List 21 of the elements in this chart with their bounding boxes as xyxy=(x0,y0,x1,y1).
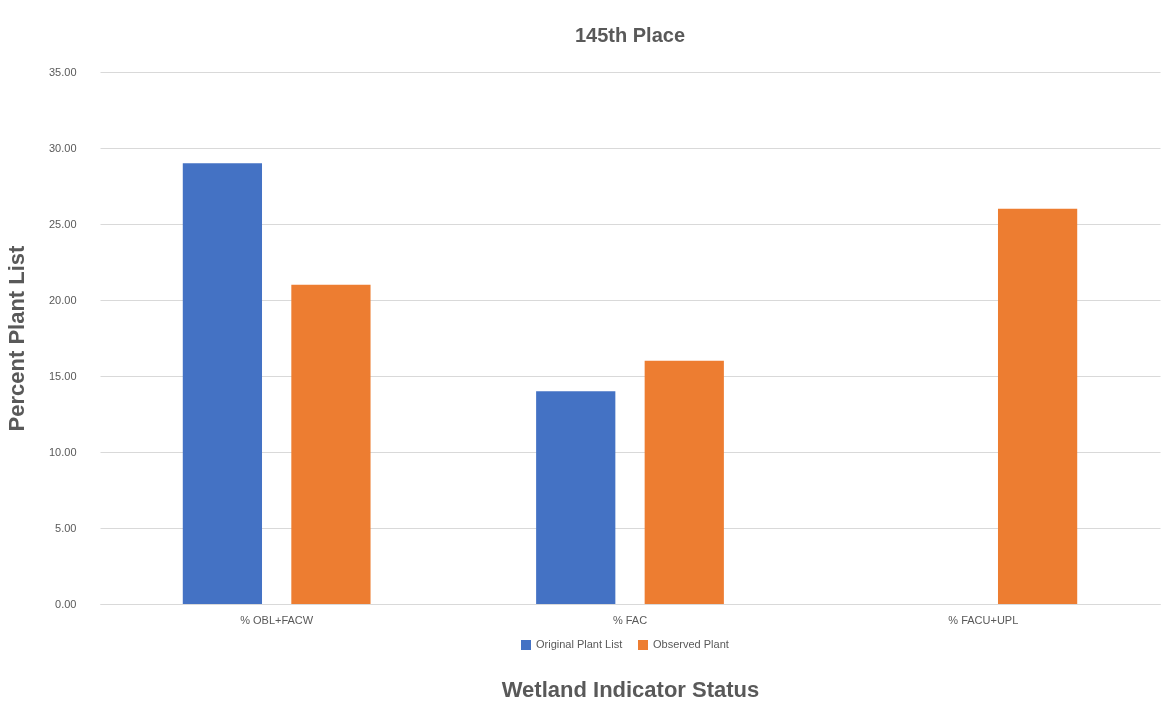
x-tick-label: % OBL+FACW xyxy=(240,613,314,626)
bar xyxy=(997,208,1078,604)
x-tick-label: % FACU+UPL xyxy=(948,613,1019,626)
bar xyxy=(536,391,616,604)
y-tick-label: 5.00 xyxy=(55,521,77,534)
legend-label: Observed Plant xyxy=(653,638,729,650)
bar xyxy=(644,360,724,604)
y-tick-label: 30.00 xyxy=(48,141,77,154)
y-tick-label: 0.00 xyxy=(55,597,77,610)
bar xyxy=(291,284,371,604)
bar xyxy=(182,163,263,604)
y-tick-label: 15.00 xyxy=(48,369,77,382)
y-tick-label: 25.00 xyxy=(48,217,77,230)
y-tick-label: 20.00 xyxy=(48,293,77,306)
y-axis-title: Percent Plant List xyxy=(3,244,29,432)
y-tick-label: 10.00 xyxy=(48,445,77,458)
chart-title: 145th Place xyxy=(574,24,686,46)
x-tick-label: % FAC xyxy=(612,613,648,626)
y-tick-label: 35.00 xyxy=(48,65,77,78)
legend-label: Original Plant List xyxy=(536,638,623,650)
x-axis-title: Wetland Indicator Status xyxy=(501,676,760,702)
